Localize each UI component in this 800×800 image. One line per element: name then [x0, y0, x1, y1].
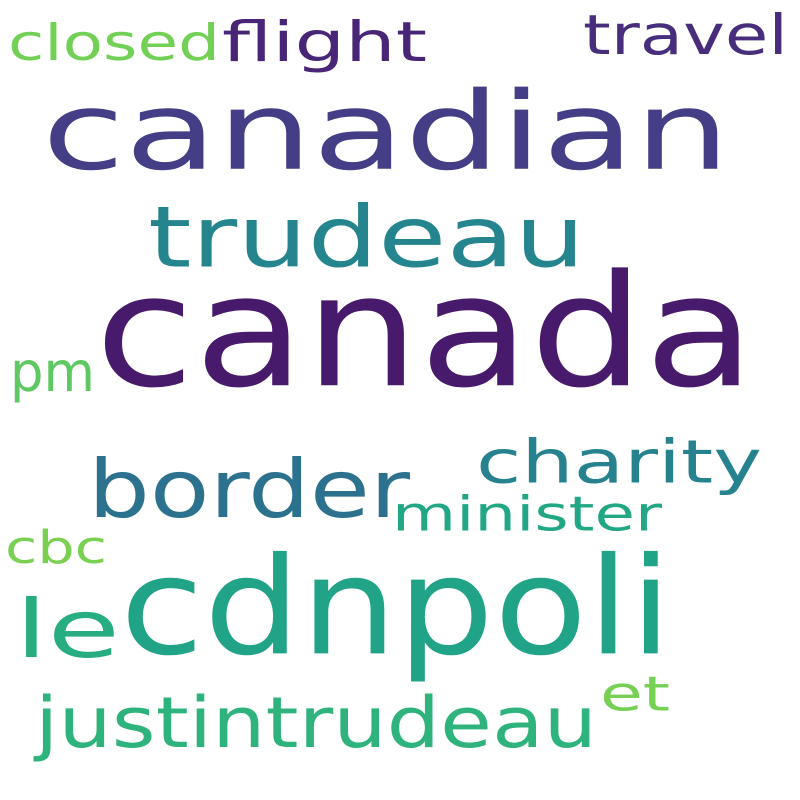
word-border: border — [88, 442, 410, 537]
word-minister: minister — [392, 485, 662, 542]
word-flight: flight — [222, 10, 427, 75]
word-cdnpoli: cdnpoli — [120, 527, 672, 686]
word-justintrudeau: justintrudeau — [35, 681, 597, 764]
word-pm: pm — [10, 340, 95, 405]
word-trudeau: trudeau — [148, 187, 585, 287]
word-canada: canada — [95, 241, 755, 423]
word-charity: charity — [476, 426, 762, 497]
word-canadian: canadian — [42, 68, 730, 195]
word-et: et — [600, 665, 670, 722]
word-closed: closed — [8, 13, 220, 72]
word-travel: travel — [583, 3, 788, 68]
word-cbc: cbc — [5, 520, 107, 574]
word-le: le — [15, 582, 120, 677]
